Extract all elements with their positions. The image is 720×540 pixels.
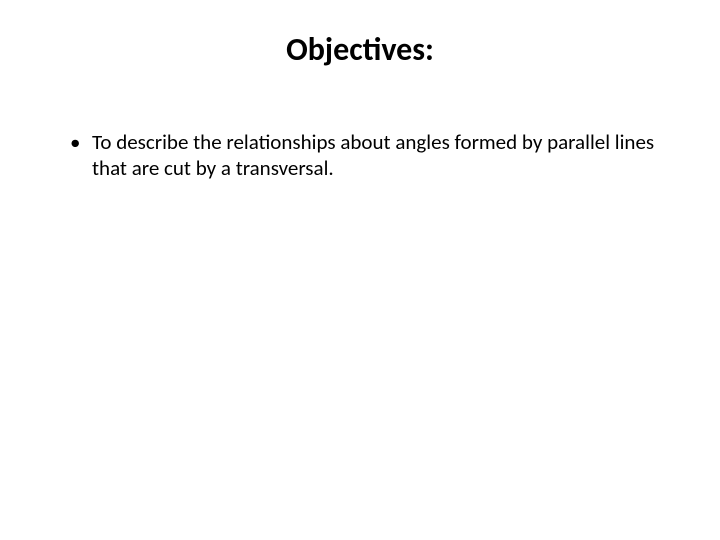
slide-container: Objectives: To describe the relationship… [0, 0, 720, 540]
slide-title: Objectives: [50, 30, 670, 69]
objectives-list: To describe the relationships about angl… [50, 129, 670, 182]
list-item: To describe the relationships about angl… [70, 129, 670, 182]
